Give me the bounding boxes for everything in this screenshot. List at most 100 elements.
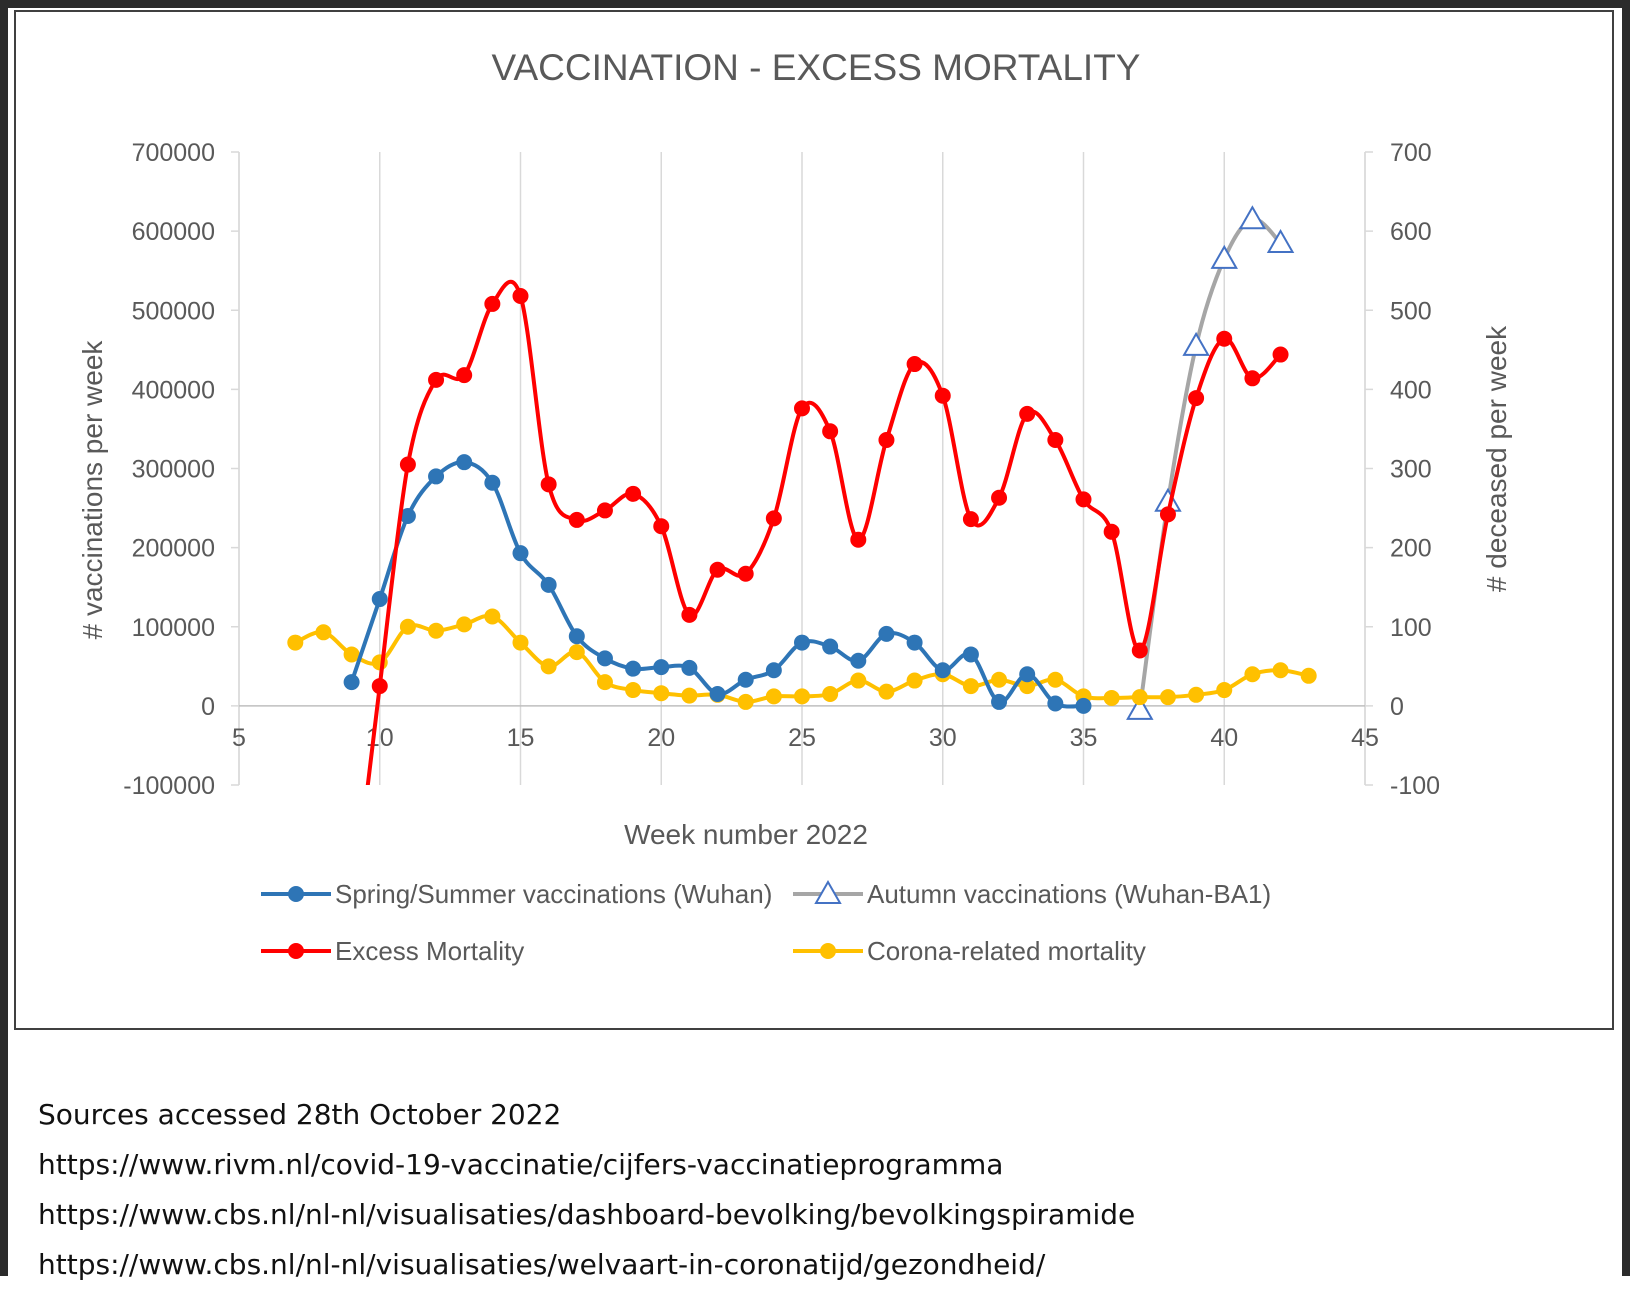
point-corona-related-mortality-week-16 [540, 658, 557, 675]
point-excess-mortality-week-29 [906, 356, 923, 373]
y2-tick-label-400: 400 [1390, 376, 1432, 404]
point-excess-mortality-week-39 [1188, 390, 1205, 407]
point-corona-related-mortality-week-8 [315, 624, 332, 641]
point-excess-mortality-week-18 [596, 502, 613, 519]
point-spring-summer-vaccinations-wuhan-week-9 [343, 674, 360, 691]
axes [231, 151, 1373, 786]
point-spring-summer-vaccinations-wuhan-week-16 [540, 576, 557, 593]
point-excess-mortality-week-20 [653, 518, 670, 535]
point-spring-summer-vaccinations-wuhan-week-20 [653, 659, 670, 676]
point-excess-mortality-week-17 [568, 511, 585, 528]
x-tick-label-30: 30 [929, 724, 957, 752]
legend: Spring/Summer vaccinations (Wuhan) Autumn… [261, 879, 1271, 966]
point-excess-mortality-week-22 [709, 561, 726, 578]
series-autumn-vaccinations-wuhan-ba1 [1126, 205, 1295, 720]
point-spring-summer-vaccinations-wuhan-week-23 [737, 671, 754, 688]
point-corona-related-mortality-week-9 [343, 646, 360, 663]
series-layer [287, 205, 1317, 785]
point-spring-summer-vaccinations-wuhan-week-25 [794, 634, 810, 651]
y2-tick-label-100: 100 [1390, 614, 1432, 642]
legend-label-3: Excess Mortality [335, 936, 524, 966]
point-excess-mortality-week-24 [765, 510, 782, 527]
point-excess-mortality-week-35 [1075, 491, 1092, 508]
line-spring-summer-vaccinations-wuhan [349, 460, 1086, 709]
point-excess-mortality-week-27 [850, 531, 867, 548]
x-tick-label-45: 45 [1351, 724, 1379, 752]
point-excess-mortality-week-38 [1159, 506, 1176, 523]
legend-item-corona-related-mortality: Corona-related mortality [793, 936, 1146, 966]
source-link-cbs-gezondheid[interactable]: https://www.cbs.nl/nl-nl/visualisaties/w… [38, 1248, 1046, 1281]
series-excess-mortality [365, 279, 1289, 785]
point-excess-mortality-week-37 [1131, 642, 1148, 659]
point-corona-related-mortality-week-14 [484, 608, 501, 625]
legend-item-autumn-vaccinations-wuhan-ba1: Autumn vaccinations (Wuhan-BA1) [793, 879, 1271, 909]
point-spring-summer-vaccinations-wuhan-week-12 [428, 468, 445, 485]
point-corona-related-mortality-week-34 [1047, 671, 1064, 688]
y2-tick-label-300: 300 [1390, 456, 1432, 484]
point-excess-mortality-week-26 [822, 423, 839, 440]
point-excess-mortality-week-21 [681, 606, 698, 623]
point-spring-summer-vaccinations-wuhan-week-21 [681, 659, 698, 676]
y2-axis-label: # deceased per week [1481, 325, 1512, 592]
point-autumn-vaccinations-wuhan-ba1-week-41 [1238, 205, 1267, 230]
sources-block: Sources accessed 28th October 2022 https… [38, 1090, 1598, 1290]
point-excess-mortality-week-40 [1216, 330, 1233, 347]
point-corona-related-mortality-week-41 [1244, 666, 1261, 683]
point-spring-summer-vaccinations-wuhan-week-17 [568, 628, 585, 645]
legend-label-1: Spring/Summer vaccinations (Wuhan) [335, 879, 772, 909]
point-corona-related-mortality-week-21 [681, 687, 698, 704]
point-excess-mortality-week-16 [540, 476, 557, 493]
point-corona-related-mortality-week-13 [456, 616, 473, 633]
tick-labels: 5 10 15 20 25 30 35 40 4570000060000050000040000… [123, 139, 1440, 800]
point-spring-summer-vaccinations-wuhan-week-13 [456, 454, 473, 471]
point-excess-mortality-week-23 [737, 565, 754, 582]
point-corona-related-mortality-week-27 [850, 672, 867, 689]
point-spring-summer-vaccinations-wuhan-week-18 [596, 650, 613, 667]
y-tick-label--100000: -100000 [123, 772, 215, 800]
y-tick-label-400000: 400000 [132, 376, 215, 404]
point-spring-summer-vaccinations-wuhan-week-24 [765, 662, 782, 679]
y2-tick-label--100: -100 [1390, 772, 1440, 800]
point-excess-mortality-week-30 [934, 387, 951, 404]
point-excess-mortality-week-25 [794, 400, 810, 417]
point-spring-summer-vaccinations-wuhan-week-19 [625, 660, 642, 677]
point-corona-related-mortality-week-20 [653, 685, 670, 702]
y-tick-label-700000: 700000 [132, 139, 215, 167]
y-tick-label-200000: 200000 [132, 535, 215, 563]
series-spring-summer-vaccinations-wuhan [343, 454, 1092, 714]
source-link-cbs-bevolking[interactable]: https://www.cbs.nl/nl-nl/visualisaties/d… [38, 1198, 1136, 1231]
legend-item-spring-summer-vaccinations-wuhan: Spring/Summer vaccinations (Wuhan) [261, 879, 772, 909]
sources-heading: Sources accessed 28th October 2022 [38, 1098, 562, 1131]
legend-swatch-marker-3 [288, 943, 304, 959]
x-tick-label-5: 5 [232, 724, 246, 752]
point-corona-related-mortality-week-15 [512, 634, 529, 651]
point-spring-summer-vaccinations-wuhan-week-22 [709, 686, 726, 703]
source-link-rivm[interactable]: https://www.rivm.nl/covid-19-vaccinatie/… [38, 1148, 1004, 1181]
point-excess-mortality-week-14 [484, 295, 501, 312]
point-corona-related-mortality-week-40 [1216, 682, 1233, 699]
point-excess-mortality-week-12 [428, 371, 445, 388]
x-tick-label-25: 25 [788, 724, 816, 752]
y2-tick-label-700: 700 [1390, 139, 1432, 167]
point-corona-related-mortality-week-26 [822, 686, 839, 703]
legend-swatch-marker-2 [814, 879, 842, 904]
point-excess-mortality-week-11 [399, 456, 416, 473]
line-autumn-vaccinations-wuhan-ba1 [1137, 217, 1283, 712]
y2-tick-label-500: 500 [1390, 297, 1432, 325]
point-spring-summer-vaccinations-wuhan-week-30 [934, 662, 951, 679]
point-spring-summer-vaccinations-wuhan-week-10 [371, 591, 388, 608]
chart-title: VACCINATION - EXCESS MORTALITY [492, 47, 1141, 88]
y-axis-label: # vaccinations per week [77, 340, 108, 640]
point-spring-summer-vaccinations-wuhan-week-31 [962, 646, 979, 663]
point-excess-mortality-week-42 [1272, 346, 1289, 363]
point-corona-related-mortality-week-36 [1103, 689, 1120, 706]
point-corona-related-mortality-week-39 [1188, 686, 1205, 703]
point-corona-related-mortality-week-43 [1300, 667, 1317, 684]
x-tick-label-10: 10 [366, 724, 394, 752]
point-corona-related-mortality-week-23 [737, 693, 754, 710]
point-corona-related-mortality-week-18 [596, 674, 613, 691]
point-corona-related-mortality-week-11 [399, 618, 416, 635]
point-corona-related-mortality-week-19 [625, 682, 642, 699]
point-spring-summer-vaccinations-wuhan-week-34 [1047, 695, 1064, 712]
point-excess-mortality-week-36 [1103, 523, 1120, 540]
